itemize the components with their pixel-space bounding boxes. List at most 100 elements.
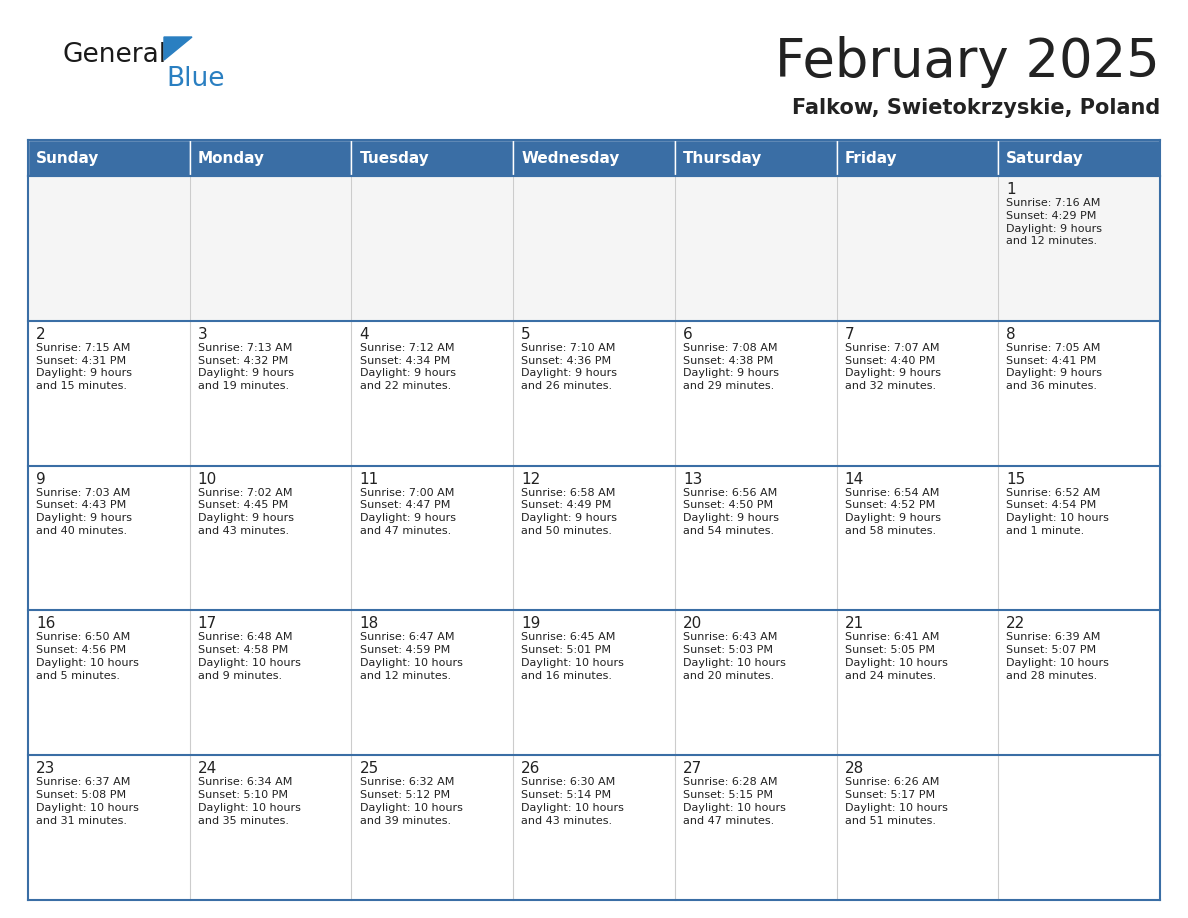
Text: 11: 11 <box>360 472 379 487</box>
Bar <box>352 465 513 610</box>
Bar <box>29 610 190 756</box>
Text: Blue: Blue <box>166 66 225 92</box>
Text: General: General <box>62 42 166 68</box>
Text: 12: 12 <box>522 472 541 487</box>
Text: Sunrise: 7:16 AM
Sunset: 4:29 PM
Daylight: 9 hours
and 12 minutes.: Sunrise: 7:16 AM Sunset: 4:29 PM Dayligh… <box>1006 198 1102 246</box>
Bar <box>998 610 1159 756</box>
Bar <box>998 176 1159 320</box>
Text: Sunrise: 6:41 AM
Sunset: 5:05 PM
Daylight: 10 hours
and 24 minutes.: Sunrise: 6:41 AM Sunset: 5:05 PM Dayligh… <box>845 633 948 681</box>
Text: Sunrise: 7:03 AM
Sunset: 4:43 PM
Daylight: 9 hours
and 40 minutes.: Sunrise: 7:03 AM Sunset: 4:43 PM Dayligh… <box>36 487 132 536</box>
Text: Wednesday: Wednesday <box>522 151 620 165</box>
Bar <box>836 176 998 320</box>
Text: Sunrise: 6:43 AM
Sunset: 5:03 PM
Daylight: 10 hours
and 20 minutes.: Sunrise: 6:43 AM Sunset: 5:03 PM Dayligh… <box>683 633 785 681</box>
Text: Sunrise: 6:48 AM
Sunset: 4:58 PM
Daylight: 10 hours
and 9 minutes.: Sunrise: 6:48 AM Sunset: 4:58 PM Dayligh… <box>197 633 301 681</box>
Text: 26: 26 <box>522 761 541 777</box>
Bar <box>352 140 513 176</box>
Text: Sunrise: 7:08 AM
Sunset: 4:38 PM
Daylight: 9 hours
and 29 minutes.: Sunrise: 7:08 AM Sunset: 4:38 PM Dayligh… <box>683 342 779 391</box>
Text: 6: 6 <box>683 327 693 341</box>
Text: 2: 2 <box>36 327 45 341</box>
Bar <box>29 140 190 176</box>
Bar <box>836 465 998 610</box>
Text: 15: 15 <box>1006 472 1025 487</box>
Text: February 2025: February 2025 <box>776 36 1159 88</box>
Bar <box>513 176 675 320</box>
Text: Sunrise: 6:37 AM
Sunset: 5:08 PM
Daylight: 10 hours
and 31 minutes.: Sunrise: 6:37 AM Sunset: 5:08 PM Dayligh… <box>36 778 139 825</box>
Text: 14: 14 <box>845 472 864 487</box>
Text: Sunrise: 6:34 AM
Sunset: 5:10 PM
Daylight: 10 hours
and 35 minutes.: Sunrise: 6:34 AM Sunset: 5:10 PM Dayligh… <box>197 778 301 825</box>
Text: Sunrise: 6:56 AM
Sunset: 4:50 PM
Daylight: 9 hours
and 54 minutes.: Sunrise: 6:56 AM Sunset: 4:50 PM Dayligh… <box>683 487 779 536</box>
Text: Sunrise: 6:58 AM
Sunset: 4:49 PM
Daylight: 9 hours
and 50 minutes.: Sunrise: 6:58 AM Sunset: 4:49 PM Dayligh… <box>522 487 618 536</box>
Text: 8: 8 <box>1006 327 1016 341</box>
Bar <box>836 756 998 900</box>
Bar <box>190 176 352 320</box>
Bar <box>513 140 675 176</box>
Bar <box>190 320 352 465</box>
Bar <box>675 756 836 900</box>
Bar <box>513 465 675 610</box>
Text: Sunrise: 6:39 AM
Sunset: 5:07 PM
Daylight: 10 hours
and 28 minutes.: Sunrise: 6:39 AM Sunset: 5:07 PM Dayligh… <box>1006 633 1110 681</box>
Text: Sunday: Sunday <box>36 151 100 165</box>
Bar <box>836 320 998 465</box>
Text: 17: 17 <box>197 616 217 632</box>
Bar <box>190 756 352 900</box>
Bar <box>352 320 513 465</box>
Text: Sunrise: 7:13 AM
Sunset: 4:32 PM
Daylight: 9 hours
and 19 minutes.: Sunrise: 7:13 AM Sunset: 4:32 PM Dayligh… <box>197 342 293 391</box>
Bar <box>675 176 836 320</box>
Text: Sunrise: 7:07 AM
Sunset: 4:40 PM
Daylight: 9 hours
and 32 minutes.: Sunrise: 7:07 AM Sunset: 4:40 PM Dayligh… <box>845 342 941 391</box>
Bar <box>513 320 675 465</box>
Text: Sunrise: 6:47 AM
Sunset: 4:59 PM
Daylight: 10 hours
and 12 minutes.: Sunrise: 6:47 AM Sunset: 4:59 PM Dayligh… <box>360 633 462 681</box>
Polygon shape <box>164 37 192 60</box>
Text: Sunrise: 6:52 AM
Sunset: 4:54 PM
Daylight: 10 hours
and 1 minute.: Sunrise: 6:52 AM Sunset: 4:54 PM Dayligh… <box>1006 487 1110 536</box>
Text: Sunrise: 6:54 AM
Sunset: 4:52 PM
Daylight: 9 hours
and 58 minutes.: Sunrise: 6:54 AM Sunset: 4:52 PM Dayligh… <box>845 487 941 536</box>
Text: 5: 5 <box>522 327 531 341</box>
Text: Sunrise: 7:15 AM
Sunset: 4:31 PM
Daylight: 9 hours
and 15 minutes.: Sunrise: 7:15 AM Sunset: 4:31 PM Dayligh… <box>36 342 132 391</box>
Text: Saturday: Saturday <box>1006 151 1085 165</box>
Text: Friday: Friday <box>845 151 897 165</box>
Text: 23: 23 <box>36 761 56 777</box>
Bar <box>675 140 836 176</box>
Bar <box>513 610 675 756</box>
Text: 19: 19 <box>522 616 541 632</box>
Text: 21: 21 <box>845 616 864 632</box>
Text: 4: 4 <box>360 327 369 341</box>
Bar <box>998 140 1159 176</box>
Bar <box>29 320 190 465</box>
Text: 7: 7 <box>845 327 854 341</box>
Text: Tuesday: Tuesday <box>360 151 429 165</box>
Bar <box>29 756 190 900</box>
Text: 13: 13 <box>683 472 702 487</box>
Text: 10: 10 <box>197 472 217 487</box>
Bar <box>29 176 190 320</box>
Bar <box>352 756 513 900</box>
Text: Sunrise: 6:28 AM
Sunset: 5:15 PM
Daylight: 10 hours
and 47 minutes.: Sunrise: 6:28 AM Sunset: 5:15 PM Dayligh… <box>683 778 785 825</box>
Text: Falkow, Swietokrzyskie, Poland: Falkow, Swietokrzyskie, Poland <box>791 98 1159 118</box>
Text: Thursday: Thursday <box>683 151 763 165</box>
Bar <box>836 610 998 756</box>
Bar <box>675 465 836 610</box>
Text: 16: 16 <box>36 616 56 632</box>
Text: Monday: Monday <box>197 151 265 165</box>
Text: 3: 3 <box>197 327 208 341</box>
Bar <box>190 465 352 610</box>
Text: Sunrise: 7:05 AM
Sunset: 4:41 PM
Daylight: 9 hours
and 36 minutes.: Sunrise: 7:05 AM Sunset: 4:41 PM Dayligh… <box>1006 342 1102 391</box>
Text: 27: 27 <box>683 761 702 777</box>
Text: 22: 22 <box>1006 616 1025 632</box>
Text: Sunrise: 7:10 AM
Sunset: 4:36 PM
Daylight: 9 hours
and 26 minutes.: Sunrise: 7:10 AM Sunset: 4:36 PM Dayligh… <box>522 342 618 391</box>
Bar <box>190 610 352 756</box>
Bar <box>352 176 513 320</box>
Text: Sunrise: 6:32 AM
Sunset: 5:12 PM
Daylight: 10 hours
and 39 minutes.: Sunrise: 6:32 AM Sunset: 5:12 PM Dayligh… <box>360 778 462 825</box>
Text: 20: 20 <box>683 616 702 632</box>
Bar <box>998 465 1159 610</box>
Text: 25: 25 <box>360 761 379 777</box>
Bar <box>29 465 190 610</box>
Bar <box>513 756 675 900</box>
Bar <box>675 320 836 465</box>
Text: 18: 18 <box>360 616 379 632</box>
Text: 28: 28 <box>845 761 864 777</box>
Text: Sunrise: 7:02 AM
Sunset: 4:45 PM
Daylight: 9 hours
and 43 minutes.: Sunrise: 7:02 AM Sunset: 4:45 PM Dayligh… <box>197 487 293 536</box>
Text: Sunrise: 7:12 AM
Sunset: 4:34 PM
Daylight: 9 hours
and 22 minutes.: Sunrise: 7:12 AM Sunset: 4:34 PM Dayligh… <box>360 342 455 391</box>
Bar <box>836 140 998 176</box>
Text: 1: 1 <box>1006 182 1016 197</box>
Bar <box>352 610 513 756</box>
Bar <box>998 756 1159 900</box>
